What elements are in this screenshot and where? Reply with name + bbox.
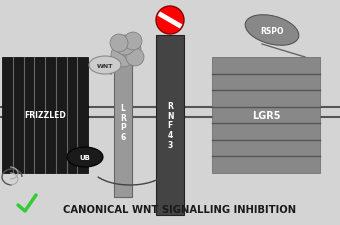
Ellipse shape	[89, 57, 121, 75]
Bar	[156, 36, 184, 215]
Text: L
R
P
6: L R P 6	[120, 104, 126, 142]
Text: UB: UB	[80, 154, 90, 160]
Circle shape	[121, 40, 141, 60]
Circle shape	[126, 49, 144, 67]
Text: R
N
F
4
3: R N F 4 3	[167, 102, 173, 149]
Circle shape	[110, 35, 128, 53]
Bar	[212, 58, 320, 173]
Text: CANONICAL WNT SIGNALLING INHIBITION: CANONICAL WNT SIGNALLING INHIBITION	[64, 204, 296, 214]
Text: FRIZZLED: FRIZZLED	[24, 111, 66, 120]
Bar	[2, 58, 88, 173]
Bar	[114, 48, 132, 197]
Circle shape	[124, 33, 142, 51]
Circle shape	[156, 7, 184, 35]
Ellipse shape	[245, 16, 299, 46]
Text: RSPO: RSPO	[260, 26, 284, 35]
Circle shape	[111, 44, 135, 68]
Text: LGR5: LGR5	[252, 110, 280, 120]
Circle shape	[115, 36, 135, 56]
Text: WNT: WNT	[97, 63, 113, 68]
Ellipse shape	[67, 147, 103, 167]
